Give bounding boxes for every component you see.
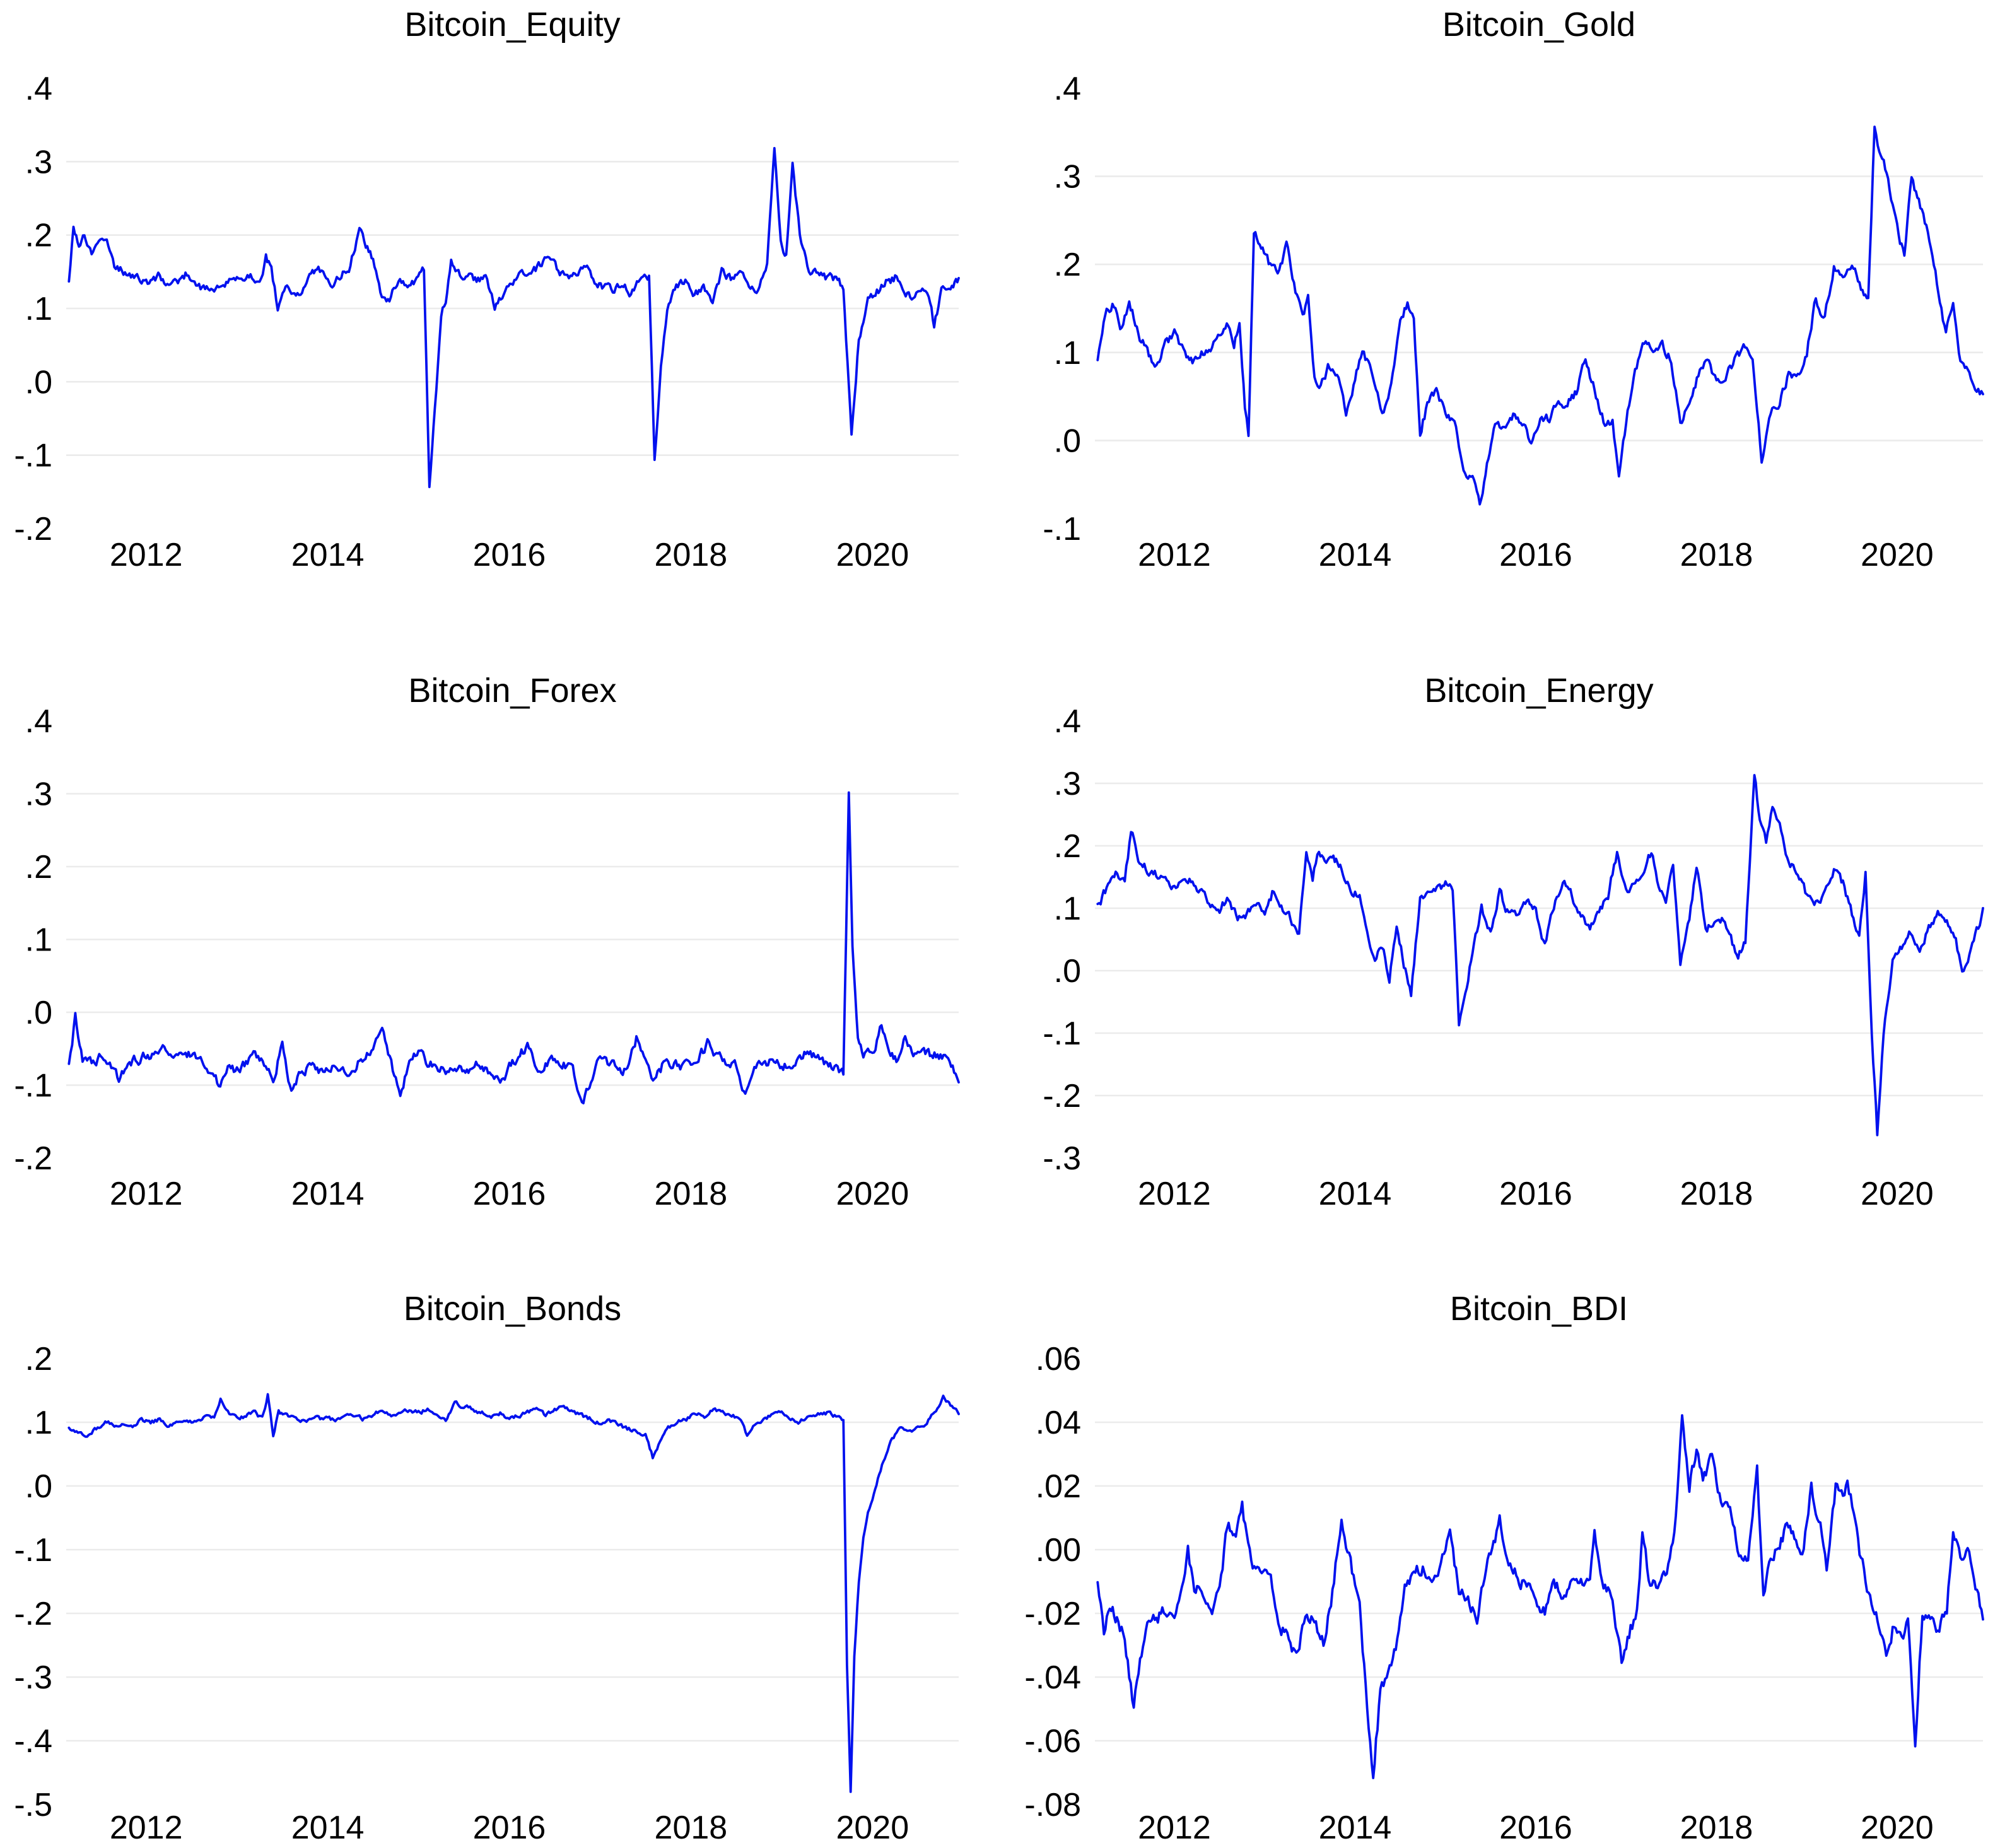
x-tick-label: 2012 [110,1810,183,1846]
y-tick-label: -.08 [1024,1787,1081,1823]
series-line [1096,774,1984,1137]
x-tick-label: 2018 [1680,537,1753,573]
y-tick-label: .06 [1036,1341,1081,1377]
x-tick-label: 2020 [1861,537,1934,573]
y-tick-label: .00 [1036,1532,1081,1569]
y-tick-label: .1 [1054,335,1081,371]
y-tick-label: .0 [1054,953,1081,990]
x-tick-label: 2018 [655,1176,728,1212]
series-line [67,1393,960,1793]
y-tick-label: .4 [25,71,52,107]
y-tick-label: .0 [25,364,52,401]
chart-title: Bitcoin_Energy [1424,672,1654,710]
series-line [1096,126,1984,506]
x-tick-label: 2018 [655,1810,728,1846]
chart-title: Bitcoin_Forex [408,672,617,710]
y-tick-label: .02 [1036,1468,1081,1505]
y-tick-label: -.02 [1024,1596,1081,1632]
x-tick-label: 2018 [655,537,728,573]
chart-panel-bitcoin-equity: Bitcoin_Equity .4 .3 .2 .1 .0 -.1 -.2 2012 2014 2… [0,0,1000,618]
x-tick-label: 2014 [1319,1176,1392,1212]
series-line [67,791,960,1104]
y-tick-label: -.2 [14,1596,52,1632]
x-tick-label: 2014 [291,1810,365,1846]
y-tick-label: .0 [25,1468,52,1505]
y-tick-label: .0 [1054,423,1081,459]
y-tick-label: -.2 [14,1140,52,1177]
y-tick-label: -.4 [14,1723,52,1760]
chart-panel-bitcoin-energy: Bitcoin_Energy .4 .3 .2 .1 .0 -.1 -.2 -.3 2012 20… [1000,618,2000,1236]
y-tick-label: .1 [1054,891,1081,927]
x-tick-label: 2012 [1138,1810,1211,1846]
y-tick-label: .04 [1036,1405,1081,1441]
line-chart-bitcoin-gold: .4 .3 .2 .1 .0 -.1 2012 2014 2016 2018 2020 [1043,71,1984,573]
x-tick-label: 2016 [473,1176,546,1212]
x-tick-label: 2020 [836,1176,909,1212]
y-tick-label: -.3 [14,1659,52,1696]
y-tick-label: -.2 [14,511,52,547]
y-tick-label: .2 [1054,828,1081,865]
x-tick-label: 2018 [1680,1810,1753,1846]
y-tick-label: .2 [1054,247,1081,283]
y-tick-label: .0 [25,995,52,1031]
y-tick-label: -.06 [1024,1723,1081,1760]
y-tick-label: -.1 [1043,1015,1081,1052]
x-tick-label: 2016 [473,537,546,573]
chart-panel-bitcoin-gold: Bitcoin_Gold .4 .3 .2 .1 .0 -.1 2012 2014 2016 20… [1000,0,2000,618]
x-tick-label: 2020 [836,1810,909,1846]
y-tick-label: .3 [25,776,52,813]
y-tick-label: -.5 [14,1787,52,1823]
line-chart-bitcoin-energy: .4 .3 .2 .1 .0 -.1 -.2 -.3 2012 2014 2016 2018 2020 [1043,703,1984,1212]
y-tick-label: .1 [25,922,52,959]
y-tick-label: .3 [1054,766,1081,802]
y-tick-label: .2 [25,849,52,886]
y-tick-label: .1 [25,1405,52,1441]
x-tick-label: 2020 [1861,1810,1934,1846]
y-tick-label: -.2 [1043,1078,1081,1114]
chart-title: Bitcoin_Gold [1442,6,1636,44]
chart-title: Bitcoin_Bonds [403,1290,622,1328]
chart-panel-bitcoin-bonds: Bitcoin_Bonds .2 .1 .0 -.1 -.2 -.3 -.4 -.5 2012 2… [0,1236,1000,1848]
x-tick-label: 2020 [836,537,909,573]
y-tick-label: .2 [25,1341,52,1377]
x-tick-label: 2012 [110,1176,183,1212]
chart-panel-bitcoin-bdi: Bitcoin_BDI .06 .04 .02 .00 -.02 -.04 -.06 -.08… [1000,1236,2000,1848]
y-tick-label: .1 [25,291,52,327]
x-tick-label: 2016 [1499,1176,1572,1212]
chart-panel-bitcoin-forex: Bitcoin_Forex .4 .3 .2 .1 .0 -.1 -.2 2012 2014 20… [0,618,1000,1236]
y-tick-label: -.04 [1024,1659,1081,1696]
y-tick-label: .4 [1054,71,1081,107]
y-tick-label: .4 [1054,703,1081,740]
x-tick-label: 2012 [110,537,183,573]
y-tick-label: -.1 [14,1532,52,1569]
line-chart-bitcoin-forex: .4 .3 .2 .1 .0 -.1 -.2 2012 2014 2016 2018 2020 [14,703,960,1212]
x-tick-label: 2012 [1138,1176,1211,1212]
x-tick-label: 2014 [1319,1810,1392,1846]
y-tick-label: -.1 [14,438,52,474]
x-tick-label: 2018 [1680,1176,1753,1212]
x-tick-label: 2012 [1138,537,1211,573]
x-tick-label: 2014 [291,537,365,573]
x-tick-label: 2014 [291,1176,365,1212]
chart-title: Bitcoin_Equity [404,6,621,44]
x-tick-label: 2014 [1319,537,1392,573]
line-chart-bitcoin-bdi: .06 .04 .02 .00 -.02 -.04 -.06 -.08 2012 2014 2016… [1024,1341,1984,1846]
x-tick-label: 2016 [1499,537,1572,573]
line-chart-bitcoin-bonds: .2 .1 .0 -.1 -.2 -.3 -.4 -.5 2012 2014 2016 2018 202… [14,1341,960,1846]
y-tick-label: -.1 [1043,511,1081,547]
x-tick-label: 2016 [1499,1810,1572,1846]
y-tick-label: .3 [25,144,52,180]
y-tick-label: .4 [25,703,52,740]
line-chart-bitcoin-equity: .4 .3 .2 .1 .0 -.1 -.2 2012 2014 2016 2018 2020 [14,71,960,573]
y-tick-label: -.3 [1043,1140,1081,1177]
x-tick-label: 2020 [1861,1176,1934,1212]
y-tick-label: -.1 [14,1068,52,1104]
y-tick-label: .3 [1054,159,1081,196]
series-line [67,147,960,488]
y-tick-label: .2 [25,218,52,254]
series-line [1096,1414,1984,1779]
x-tick-label: 2016 [473,1810,546,1846]
chart-title: Bitcoin_BDI [1449,1290,1629,1328]
